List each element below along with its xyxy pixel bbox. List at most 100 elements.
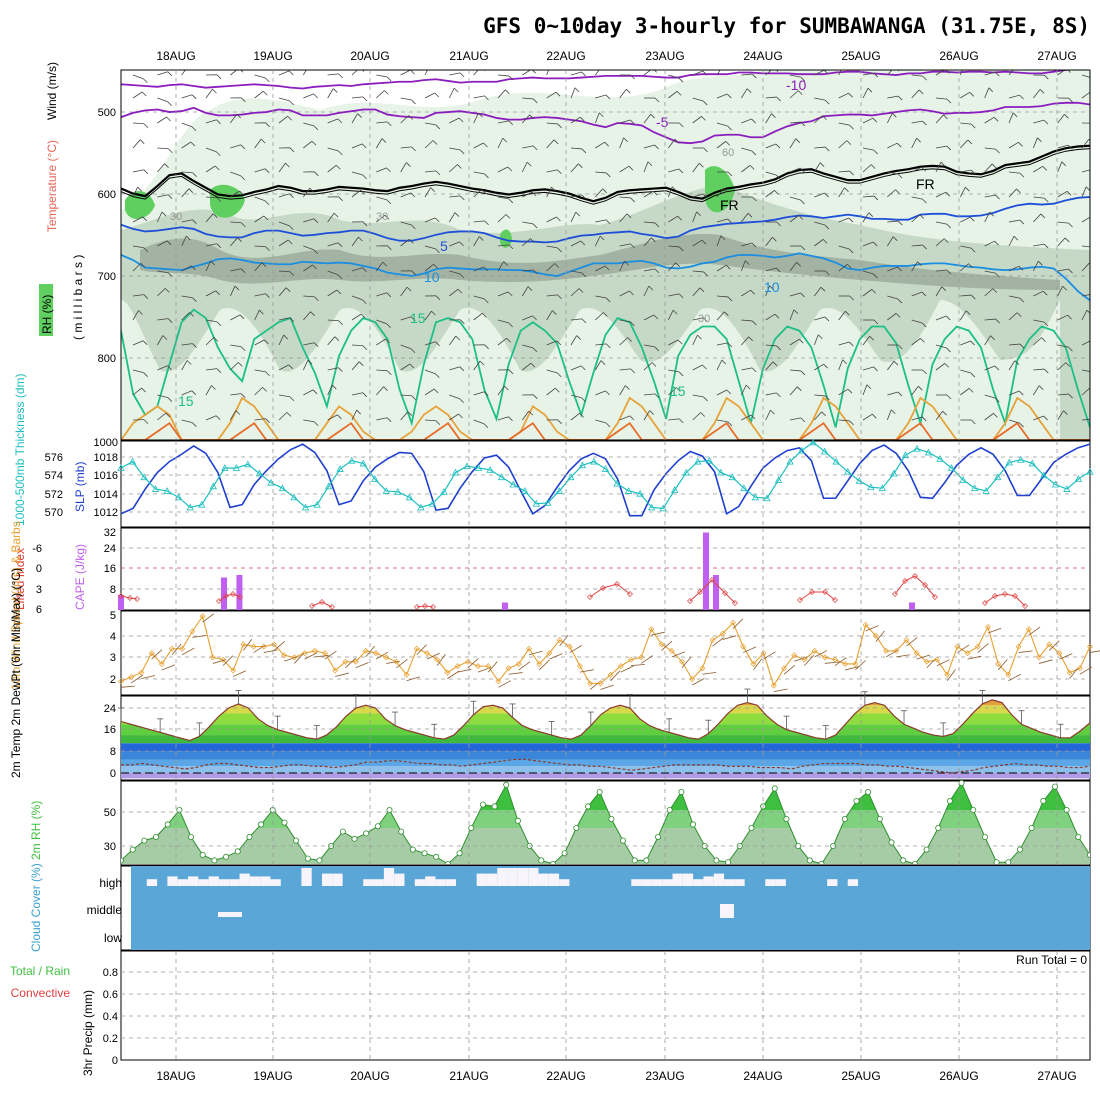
wind-barb [327, 384, 333, 396]
wind-barb-flag [627, 337, 632, 342]
wind-barb-flag [141, 91, 147, 97]
wind-barb [132, 91, 143, 99]
wind-barb-flag [532, 145, 538, 151]
contour-label: 10 [424, 269, 440, 285]
wind-barb-flag [508, 75, 514, 81]
wind-barb [351, 409, 358, 421]
cloud-axis-label: Cloud Cover (%) [29, 863, 43, 952]
wind-barb-flag [260, 138, 266, 144]
wind-barb [181, 141, 192, 149]
wind-barb-flag [873, 149, 879, 155]
rh-axis-label: 2m RH (%) [29, 801, 43, 860]
wind-barb [911, 385, 919, 396]
wind-speed-point [128, 673, 135, 680]
wind-barb-flag [1037, 137, 1042, 143]
wind-barb-flag [873, 273, 878, 279]
cloud-gap [476, 873, 487, 886]
wind-barb [546, 263, 555, 272]
top-date-label: 23AUG [645, 49, 684, 63]
wind-barb-flag [508, 322, 513, 328]
wind-barb [497, 416, 509, 421]
wind-barb-flag [139, 139, 145, 144]
thickness-point [682, 468, 690, 476]
wind-barb [132, 387, 142, 396]
li-axis-label: Lifted Index [13, 548, 27, 610]
wind-barb [935, 410, 943, 421]
wind-barb-flag [967, 139, 973, 145]
wind-barb [911, 196, 923, 200]
wind-barb-flag [167, 272, 173, 278]
wind-speed-point [985, 624, 991, 631]
cloud-gap [693, 879, 704, 886]
wind-barb-flag [748, 336, 753, 342]
wind-barb-flag [994, 365, 1000, 371]
wind-barb [157, 147, 169, 150]
wind-barb-flag [775, 143, 781, 149]
surface-wind-barb [743, 646, 757, 653]
wind-barb [132, 369, 144, 374]
wind-barb [303, 311, 311, 321]
wind-barb [716, 311, 725, 321]
wind-barb [254, 74, 266, 79]
wind-barb [254, 418, 266, 421]
wind-barb-flag [137, 186, 142, 192]
wind-speed-point [220, 656, 226, 663]
temperature-band [121, 713, 1090, 725]
thickness-point [1063, 485, 1071, 492]
wind-barb-flag [824, 99, 830, 105]
wind-barb [473, 189, 482, 198]
wind-barb-flag [1019, 343, 1025, 349]
wind-barb-flag [165, 412, 171, 418]
wind-barb [400, 115, 409, 124]
wind-barb [740, 384, 747, 396]
wind-barb-flag [240, 175, 245, 181]
rh-point [584, 803, 591, 810]
cloud-gap [249, 876, 261, 886]
wind-barb-flag [629, 290, 634, 296]
wind-barb-flag [504, 385, 509, 391]
wind-barb [570, 211, 577, 223]
wind-barb [230, 190, 240, 198]
wind-barb-flag [556, 216, 561, 222]
wind-barb-flag [700, 412, 705, 417]
wind-barb [984, 116, 995, 124]
wind-barb [254, 90, 264, 99]
wind-barb [886, 409, 892, 421]
wind-barb-flag [946, 98, 952, 104]
wind-barb [424, 263, 434, 272]
temperature-band [121, 724, 1090, 736]
cloud-gap [486, 873, 498, 886]
wind-speed-point [148, 650, 155, 657]
rh-point [246, 834, 253, 841]
wind-gridlines [121, 635, 1090, 680]
wind-barb-flag [459, 72, 465, 78]
wind-barb [984, 318, 996, 321]
rh-point [946, 798, 953, 805]
wind-barb-flag [946, 269, 952, 275]
cloud-gap [528, 868, 539, 886]
wind-speed-point [862, 621, 869, 628]
wind-barb [668, 339, 679, 346]
wind-barb-flag [533, 394, 538, 400]
wind-barb [1033, 290, 1044, 297]
wind-speed-point [597, 680, 604, 687]
wind-barb-flag [360, 313, 366, 319]
wind-barb [765, 392, 777, 396]
wind-barb [181, 171, 193, 174]
rh-point [1016, 846, 1023, 853]
surface-wind-barb [375, 651, 389, 660]
wind-barb [376, 167, 387, 173]
bottom-date-label: 20AUG [350, 1069, 389, 1083]
wind-barb [181, 295, 193, 299]
wind-barb-flag [750, 289, 755, 295]
cloud-axis: high middle low Cloud Cover (%) [29, 863, 122, 952]
slp-tick-label: 1018 [94, 452, 118, 464]
bottom-date-label: 27AUG [1037, 1069, 1076, 1083]
wind-barb-flag [484, 298, 489, 304]
cloud-gap [301, 868, 312, 886]
lifted-index-line [311, 601, 333, 608]
wind-barb-flag [849, 420, 854, 426]
wind-barb-flag [386, 292, 392, 298]
wind-speed-point [413, 645, 420, 652]
wind-barb-flag [776, 392, 781, 398]
